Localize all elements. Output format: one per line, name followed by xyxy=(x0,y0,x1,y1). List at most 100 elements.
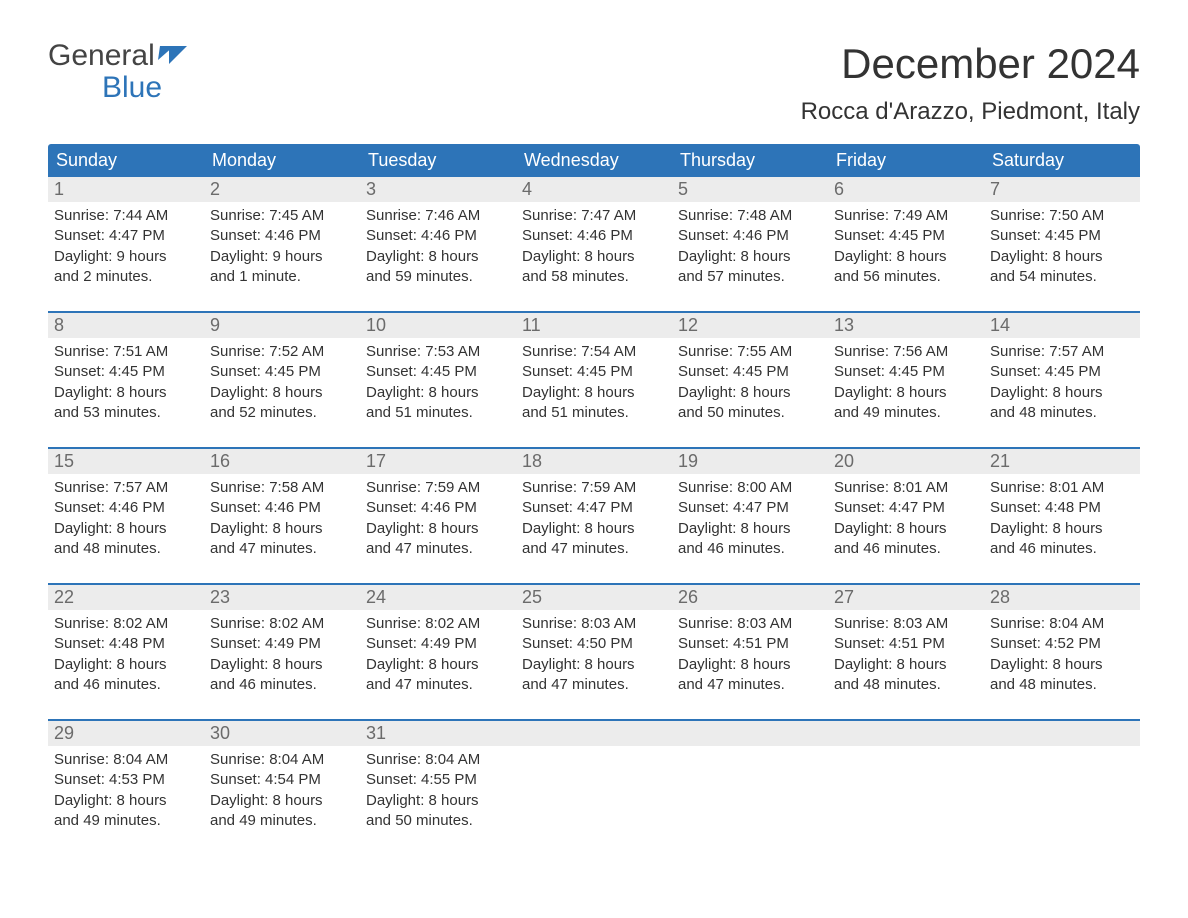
day-number: 1 xyxy=(48,177,204,202)
sunrise-line: Sunrise: 7:53 AM xyxy=(366,342,510,362)
day-cell: Sunrise: 7:55 AMSunset: 4:45 PMDaylight:… xyxy=(672,338,828,433)
sunset-line: Sunset: 4:49 PM xyxy=(366,634,510,654)
calendar: SundayMondayTuesdayWednesdayThursdayFrid… xyxy=(48,144,1140,841)
daylight-line-2: and 48 minutes. xyxy=(990,675,1134,695)
daylight-line-2: and 49 minutes. xyxy=(54,811,198,831)
day-number: 8 xyxy=(48,313,204,338)
daylight-line-2: and 48 minutes. xyxy=(990,403,1134,423)
sunrise-line: Sunrise: 7:58 AM xyxy=(210,478,354,498)
day-number: 24 xyxy=(360,585,516,610)
day-cell: Sunrise: 7:57 AMSunset: 4:45 PMDaylight:… xyxy=(984,338,1140,433)
daylight-line-1: Daylight: 8 hours xyxy=(678,519,822,539)
daylight-line-1: Daylight: 8 hours xyxy=(678,655,822,675)
daylight-line-1: Daylight: 8 hours xyxy=(834,519,978,539)
day-cell: Sunrise: 7:56 AMSunset: 4:45 PMDaylight:… xyxy=(828,338,984,433)
sunset-line: Sunset: 4:49 PM xyxy=(210,634,354,654)
day-cell: Sunrise: 8:03 AMSunset: 4:51 PMDaylight:… xyxy=(672,610,828,705)
day-cell: Sunrise: 8:02 AMSunset: 4:48 PMDaylight:… xyxy=(48,610,204,705)
daylight-line-2: and 47 minutes. xyxy=(522,675,666,695)
daylight-line-1: Daylight: 8 hours xyxy=(834,247,978,267)
daylight-line-2: and 1 minute. xyxy=(210,267,354,287)
daynum-row: 293031 xyxy=(48,721,1140,746)
sunrise-line: Sunrise: 8:04 AM xyxy=(366,750,510,770)
sunset-line: Sunset: 4:53 PM xyxy=(54,770,198,790)
day-number: 13 xyxy=(828,313,984,338)
daylight-line-2: and 47 minutes. xyxy=(210,539,354,559)
sunrise-line: Sunrise: 8:01 AM xyxy=(834,478,978,498)
sunset-line: Sunset: 4:47 PM xyxy=(678,498,822,518)
day-cell: Sunrise: 7:52 AMSunset: 4:45 PMDaylight:… xyxy=(204,338,360,433)
daylight-line-1: Daylight: 9 hours xyxy=(210,247,354,267)
sunset-line: Sunset: 4:45 PM xyxy=(366,362,510,382)
daynum-row: 22232425262728 xyxy=(48,585,1140,610)
daylight-line-2: and 46 minutes. xyxy=(834,539,978,559)
day-cell: Sunrise: 7:44 AMSunset: 4:47 PMDaylight:… xyxy=(48,202,204,297)
weekday-saturday: Saturday xyxy=(984,144,1140,177)
daylight-line-1: Daylight: 8 hours xyxy=(210,655,354,675)
sunset-line: Sunset: 4:46 PM xyxy=(210,498,354,518)
daylight-line-1: Daylight: 8 hours xyxy=(366,519,510,539)
daylight-line-1: Daylight: 8 hours xyxy=(366,655,510,675)
logo-text-2: Blue xyxy=(48,72,162,104)
day-number: 20 xyxy=(828,449,984,474)
day-number xyxy=(984,721,1140,746)
week-row: 891011121314Sunrise: 7:51 AMSunset: 4:45… xyxy=(48,311,1140,433)
sunset-line: Sunset: 4:46 PM xyxy=(210,226,354,246)
day-number: 3 xyxy=(360,177,516,202)
logo-text-1: General xyxy=(48,40,155,72)
daylight-line-1: Daylight: 8 hours xyxy=(210,383,354,403)
sunset-line: Sunset: 4:48 PM xyxy=(54,634,198,654)
sunrise-line: Sunrise: 7:45 AM xyxy=(210,206,354,226)
day-number: 21 xyxy=(984,449,1140,474)
sunrise-line: Sunrise: 8:02 AM xyxy=(366,614,510,634)
daylight-line-1: Daylight: 8 hours xyxy=(366,383,510,403)
daylight-line-2: and 47 minutes. xyxy=(678,675,822,695)
sunset-line: Sunset: 4:55 PM xyxy=(366,770,510,790)
page-title: December 2024 xyxy=(801,40,1140,88)
day-cell: Sunrise: 7:45 AMSunset: 4:46 PMDaylight:… xyxy=(204,202,360,297)
day-cell xyxy=(672,746,828,841)
sunrise-line: Sunrise: 7:57 AM xyxy=(990,342,1134,362)
daylight-line-2: and 58 minutes. xyxy=(522,267,666,287)
day-cell: Sunrise: 8:01 AMSunset: 4:47 PMDaylight:… xyxy=(828,474,984,569)
sunset-line: Sunset: 4:45 PM xyxy=(522,362,666,382)
daylight-line-2: and 46 minutes. xyxy=(210,675,354,695)
sunset-line: Sunset: 4:45 PM xyxy=(210,362,354,382)
sunrise-line: Sunrise: 8:02 AM xyxy=(210,614,354,634)
day-cell: Sunrise: 7:48 AMSunset: 4:46 PMDaylight:… xyxy=(672,202,828,297)
sunrise-line: Sunrise: 8:03 AM xyxy=(678,614,822,634)
daylight-line-2: and 48 minutes. xyxy=(834,675,978,695)
day-number: 9 xyxy=(204,313,360,338)
sunrise-line: Sunrise: 8:02 AM xyxy=(54,614,198,634)
day-cell: Sunrise: 8:01 AMSunset: 4:48 PMDaylight:… xyxy=(984,474,1140,569)
sunrise-line: Sunrise: 7:48 AM xyxy=(678,206,822,226)
sunrise-line: Sunrise: 7:47 AM xyxy=(522,206,666,226)
day-cell xyxy=(828,746,984,841)
sunset-line: Sunset: 4:46 PM xyxy=(366,226,510,246)
sunset-line: Sunset: 4:45 PM xyxy=(678,362,822,382)
daylight-line-1: Daylight: 9 hours xyxy=(54,247,198,267)
day-number: 6 xyxy=(828,177,984,202)
day-cell: Sunrise: 7:57 AMSunset: 4:46 PMDaylight:… xyxy=(48,474,204,569)
daylight-line-2: and 53 minutes. xyxy=(54,403,198,423)
sunset-line: Sunset: 4:50 PM xyxy=(522,634,666,654)
daylight-line-2: and 49 minutes. xyxy=(834,403,978,423)
day-number: 2 xyxy=(204,177,360,202)
weekday-thursday: Thursday xyxy=(672,144,828,177)
day-number: 29 xyxy=(48,721,204,746)
sunrise-line: Sunrise: 7:51 AM xyxy=(54,342,198,362)
daylight-line-1: Daylight: 8 hours xyxy=(990,383,1134,403)
sunrise-line: Sunrise: 8:04 AM xyxy=(990,614,1134,634)
sunrise-line: Sunrise: 7:54 AM xyxy=(522,342,666,362)
logo-line1: General xyxy=(48,40,189,72)
day-number: 30 xyxy=(204,721,360,746)
day-cell: Sunrise: 7:50 AMSunset: 4:45 PMDaylight:… xyxy=(984,202,1140,297)
sunrise-line: Sunrise: 8:04 AM xyxy=(54,750,198,770)
day-cell: Sunrise: 7:53 AMSunset: 4:45 PMDaylight:… xyxy=(360,338,516,433)
sunrise-line: Sunrise: 7:52 AM xyxy=(210,342,354,362)
daylight-line-1: Daylight: 8 hours xyxy=(210,519,354,539)
sunrise-line: Sunrise: 7:50 AM xyxy=(990,206,1134,226)
daylight-line-1: Daylight: 8 hours xyxy=(366,791,510,811)
daylight-line-1: Daylight: 8 hours xyxy=(522,247,666,267)
day-cell: Sunrise: 7:49 AMSunset: 4:45 PMDaylight:… xyxy=(828,202,984,297)
